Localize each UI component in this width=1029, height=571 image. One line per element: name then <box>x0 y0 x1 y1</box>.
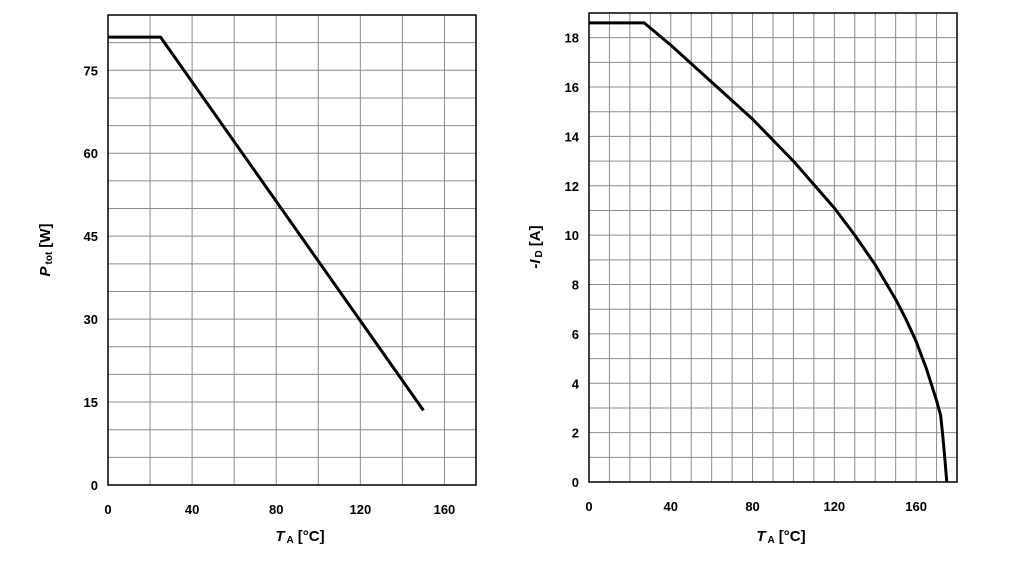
chart-2: 0 40 80 120 160 0 2 4 6 8 10 12 14 16 18 T A [°C] -ID[A] <box>527 12 958 546</box>
y-tick-label: 30 <box>84 312 98 327</box>
x-tick-label: 160 <box>434 502 456 517</box>
y-tick-label: 15 <box>84 395 98 410</box>
y-tick-label: 0 <box>572 475 579 490</box>
y-tick-label: 4 <box>572 376 580 391</box>
x-tick-label: 40 <box>664 499 678 514</box>
plot-frame <box>588 12 958 483</box>
y-tick-label: 16 <box>565 80 579 95</box>
x-tick-label: 120 <box>823 499 845 514</box>
y-tick-label: 45 <box>84 229 98 244</box>
series-line-1 <box>108 35 425 412</box>
y-tick-label: 60 <box>84 146 98 161</box>
x-tick-label: 160 <box>905 499 927 514</box>
y-tick-label: 6 <box>572 327 579 342</box>
y-tick-label: 12 <box>565 179 579 194</box>
y-axis-label: -ID[A] <box>527 225 545 268</box>
y-axis-label: Ptot[W] <box>37 224 55 277</box>
y-tick-label: 8 <box>572 278 579 293</box>
x-tick-label: 80 <box>745 499 759 514</box>
y-tick-label: 14 <box>565 129 580 144</box>
y-tick-label: 18 <box>565 31 579 46</box>
x-tick-label: 80 <box>269 502 283 517</box>
series-line-1 <box>589 21 949 483</box>
y-tick-label: 75 <box>84 63 98 78</box>
x-tick-label: 0 <box>585 499 592 514</box>
chart-1: 0 40 80 120 160 0 15 30 45 60 75 T A [°C] Ptot[W] <box>37 14 477 546</box>
y-tick-label: 10 <box>565 228 579 243</box>
x-tick-label: 120 <box>349 502 371 517</box>
y-tick-label: 0 <box>91 478 98 493</box>
x-tick-label: 0 <box>104 502 111 517</box>
x-axis-label: T A [°C] <box>275 528 324 546</box>
x-tick-label: 40 <box>185 502 199 517</box>
y-tick-label: 2 <box>572 426 579 441</box>
plot-frame <box>107 14 477 486</box>
x-axis-label: T A [°C] <box>756 528 805 546</box>
